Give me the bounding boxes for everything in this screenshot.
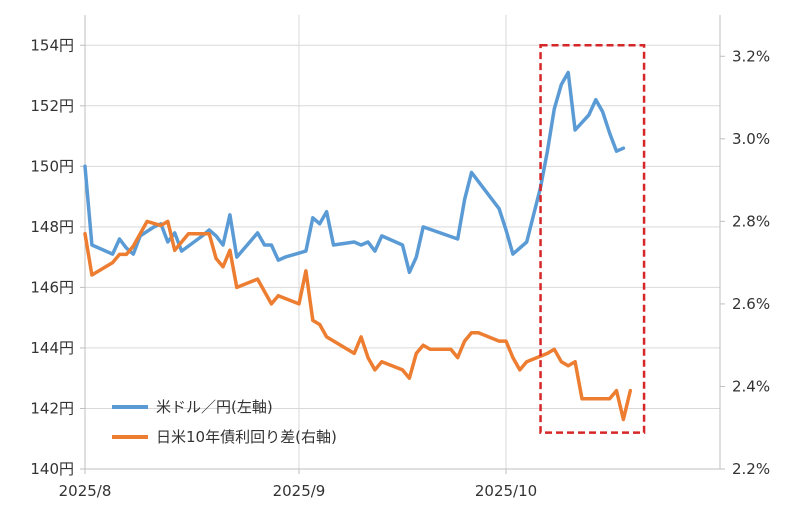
left-axis-tick-label: 154円 <box>30 36 74 54</box>
legend-label: 日米10年債利回り差(右軸) <box>156 428 337 446</box>
legend-label: 米ドル／円(左軸) <box>156 398 273 416</box>
right-axis-tick-label: 2.6% <box>732 295 770 313</box>
x-axis-tick-label: 2025/8 <box>59 482 112 500</box>
left-axis-tick-label: 142円 <box>30 399 74 417</box>
right-axis-tick-label: 2.8% <box>732 212 770 230</box>
highlight-box <box>539 44 646 434</box>
right-axis-tick-label: 2.4% <box>732 377 770 395</box>
series-line-usdjpy <box>83 70 626 275</box>
series-lines <box>83 70 633 422</box>
right-axis-tick-label: 3.2% <box>732 47 770 65</box>
x-axis-tick-label: 2025/10 <box>475 482 537 500</box>
left-axis-tick-label: 144円 <box>30 339 74 357</box>
highlight-dashed-box <box>539 44 646 434</box>
left-axis-tick-label: 148円 <box>30 218 74 236</box>
right-axis-tick-label: 2.2% <box>732 460 770 478</box>
grid-lines <box>85 15 720 469</box>
legend: 米ドル／円(左軸) 日米10年債利回り差(右軸) <box>112 398 337 446</box>
series-line-yield-spread <box>83 219 633 422</box>
x-axis-tick-label: 2025/9 <box>273 482 326 500</box>
left-axis-tick-label: 146円 <box>30 278 74 296</box>
left-axis-tick-label: 150円 <box>30 157 74 175</box>
right-axis-tick-label: 3.0% <box>732 130 770 148</box>
left-axis-tick-label: 140円 <box>30 460 74 478</box>
left-axis-tick-label: 152円 <box>30 97 74 115</box>
tick-labels: 140円 142円 144円 146円 148円 150円 152円 154円 2.2% 2.4%… <box>30 36 770 500</box>
